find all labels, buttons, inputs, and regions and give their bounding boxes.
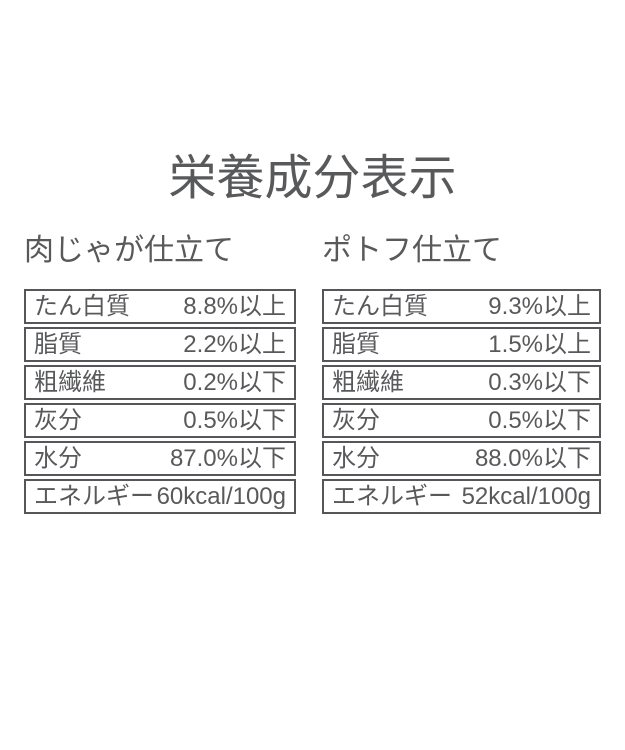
table-row: 粗繊維 0.3%以下 (322, 365, 601, 400)
table-row: エネルギー 52kcal/100g (322, 479, 601, 514)
nutrition-section-potofu: ポトフ仕立て たん白質 9.3%以上 脂質 1.5%以上 粗繊維 0.3%以下 … (322, 236, 601, 514)
nutrient-value: 87.0%以下 (169, 444, 286, 472)
nutrient-value: 88.0%以下 (474, 444, 591, 472)
table-row: 脂質 2.2%以上 (24, 327, 296, 362)
table-row: 粗繊維 0.2%以下 (24, 365, 296, 400)
nutrient-label: エネルギー (332, 482, 452, 510)
nutrient-label: 脂質 (34, 330, 82, 358)
nutrient-value: 0.5%以下 (488, 406, 591, 434)
table-title: ポトフ仕立て (322, 234, 502, 267)
nutrient-value: 52kcal/100g (461, 482, 591, 510)
nutrient-label: 灰分 (34, 406, 82, 434)
table-row: 灰分 0.5%以下 (322, 403, 601, 438)
nutrient-label: たん白質 (332, 292, 428, 320)
nutrient-label: 水分 (332, 444, 380, 472)
nutrition-table: たん白質 9.3%以上 脂質 1.5%以上 粗繊維 0.3%以下 灰分 0.5%… (322, 289, 601, 514)
page-title: 栄養成分表示 (168, 152, 457, 205)
nutrition-section-nikujaga: 肉じゃが仕立て たん白質 8.8%以上 脂質 2.2%以上 粗繊維 0.2%以下… (24, 236, 296, 514)
table-row: 水分 87.0%以下 (24, 441, 296, 476)
nutrient-value: 9.3%以上 (488, 292, 591, 320)
nutrient-label: 粗繊維 (34, 368, 106, 396)
table-row: たん白質 9.3%以上 (322, 289, 601, 324)
table-row: 灰分 0.5%以下 (24, 403, 296, 438)
nutrient-label: 水分 (34, 444, 82, 472)
nutrition-table: たん白質 8.8%以上 脂質 2.2%以上 粗繊維 0.2%以下 灰分 0.5%… (24, 289, 296, 514)
nutrient-value: 0.2%以下 (183, 368, 286, 396)
tables-container: 肉じゃが仕立て たん白質 8.8%以上 脂質 2.2%以上 粗繊維 0.2%以下… (24, 236, 601, 514)
nutrient-value: 0.5%以下 (183, 406, 286, 434)
table-title: 肉じゃが仕立て (24, 234, 234, 267)
nutrient-label: 粗繊維 (332, 368, 404, 396)
nutrient-label: たん白質 (34, 292, 130, 320)
nutrient-value: 1.5%以上 (488, 330, 591, 358)
nutrient-value: 0.3%以下 (488, 368, 591, 396)
nutrient-label: 灰分 (332, 406, 380, 434)
nutrient-value: 60kcal/100g (156, 482, 286, 510)
table-row: エネルギー 60kcal/100g (24, 479, 296, 514)
nutrient-label: 脂質 (332, 330, 380, 358)
table-row: たん白質 8.8%以上 (24, 289, 296, 324)
table-row: 脂質 1.5%以上 (322, 327, 601, 362)
table-row: 水分 88.0%以下 (322, 441, 601, 476)
nutrient-value: 2.2%以上 (183, 330, 286, 358)
nutrient-label: エネルギー (34, 482, 154, 510)
nutrient-value: 8.8%以上 (183, 292, 286, 320)
